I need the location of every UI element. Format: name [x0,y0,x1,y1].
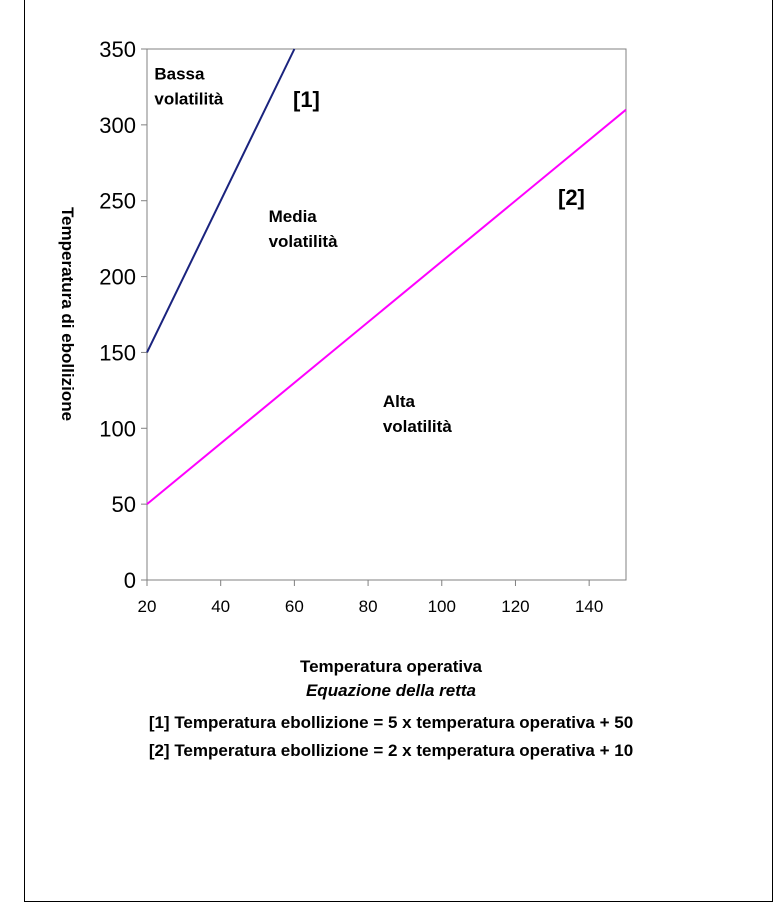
chart-frame [24,0,773,902]
region-label-3: Alta volatilità [383,392,453,436]
y-tick-label-7: 350 [99,37,136,62]
annotations-group: Bassa volatilità Media volatilità Alta volati… [154,64,452,436]
equation-heading: Equazione della retta [305,681,477,700]
x-tick-label-0: 20 [138,597,157,616]
region-label-1: Bassa volatilità [154,64,224,108]
y-tick-label-2: 100 [99,416,136,441]
y-tick-label-3: 150 [99,340,136,365]
equation-1: [1] Temperatura ebollizione = 5 x temper… [148,713,634,732]
y-tick-label-1: 50 [112,492,136,517]
y-tick-label-0: 0 [124,568,136,593]
plot-area [146,48,627,581]
x-tick-label-2: 60 [285,597,304,616]
equation-2: [2] Temperatura ebollizione = 2 x temper… [148,741,634,760]
x-tick-label-6: 140 [575,597,603,616]
y-tick-label-4: 200 [99,265,136,290]
series-line-1 [146,48,296,353]
series-marker-1: [1] [293,87,320,112]
region-label-2: Media volatilità [269,207,339,251]
x-axis: 20 40 60 80 100 120 140 [138,580,603,616]
series-line-2 [146,108,627,505]
y-tick-label-6: 300 [99,113,136,138]
y-axis-label: Temperatura di ebollizione [58,207,77,421]
x-tick-label-3: 80 [359,597,378,616]
series-marker-2: [2] [558,185,585,210]
y-axis: 0 50 100 150 200 250 300 350 [99,37,147,593]
series-group: [1] [2] [146,48,627,505]
x-tick-label-4: 100 [428,597,456,616]
x-tick-label-5: 120 [501,597,529,616]
x-tick-label-1: 40 [211,597,230,616]
x-axis-label: Temperatura operativa [299,657,483,676]
y-tick-label-5: 250 [99,189,136,214]
